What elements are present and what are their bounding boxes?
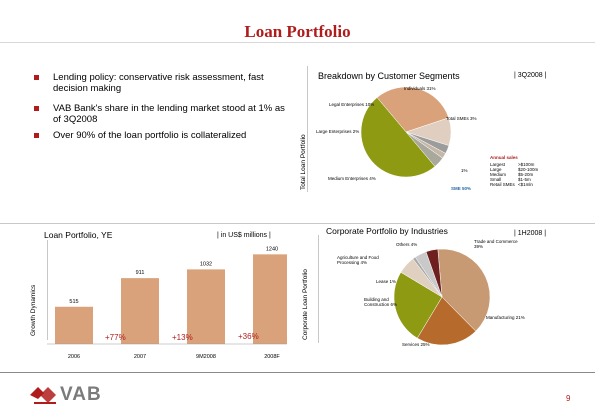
segment-label-large: Large Enterprises 2%: [316, 129, 360, 134]
yoy-label: YoY: [97, 334, 105, 339]
bullet-square-icon: [34, 106, 39, 111]
annual-sales-row: Largest >$100m: [490, 162, 535, 167]
industry-label-others: Others 4%: [396, 242, 418, 247]
bar-category-label: 9M2008: [196, 354, 216, 360]
annual-sales-legend: Largest >$100m Large $20-100m Medium $5-20m…: [490, 162, 538, 187]
loan-portfolio-title: Loan Portfolio, YE: [44, 230, 113, 240]
vab-logo-icon: [30, 387, 56, 404]
industry-label-manufacturing: Manufacturing 21%: [486, 315, 525, 320]
annual-sales-row: Large $20-100m: [490, 167, 539, 172]
bar-value-label: 1240: [266, 246, 278, 252]
bar-category-label: 2006: [68, 354, 80, 360]
page-title: Loan Portfolio: [244, 22, 351, 41]
segment-label-total-smes: Total SMEs 3%: [446, 116, 477, 121]
bullet-square-icon: [34, 75, 39, 80]
bar-9m2008: [187, 269, 225, 344]
annual-sales-row: Small $1-5m: [490, 177, 531, 182]
segment-label-legal: Legal Enterprises 10%: [329, 102, 375, 107]
industry-label-trade: Trade and Commerce 39%: [474, 239, 518, 249]
bar-category-label: 2007: [134, 354, 146, 360]
industries-axis-line: [318, 235, 319, 343]
bullet-2: VAB Bank's share in the lending market s…: [34, 103, 289, 125]
pie-slice-sme: [360, 97, 436, 178]
bar-2006: [55, 306, 93, 344]
growth-axis-label: Growth Dynamics: [30, 284, 37, 336]
segment-small-label: 1%: [461, 168, 468, 173]
bullet-text: Lending policy: conservative risk assess…: [53, 72, 264, 94]
bullet-square-icon: [34, 133, 39, 138]
loan-portfolio-unit: | in US$ millions |: [217, 232, 271, 239]
pie-slice-services: [393, 271, 443, 339]
industry-label-building: Building and Construction 6%: [364, 297, 398, 307]
bar-category-label: 2008F: [264, 354, 280, 360]
bullet-1: Lending policy: conservative risk assess…: [34, 72, 289, 94]
annual-sales-title: Annual sales: [490, 155, 518, 160]
footer-divider: [0, 372, 595, 373]
section-divider: [0, 223, 595, 224]
pie-slice-others: [425, 248, 443, 298]
annual-sales-row: Retail SMEs <$1mln: [490, 182, 533, 187]
industries-pie: [393, 248, 491, 346]
annual-sales-row: Medium $5-20m: [490, 172, 534, 177]
segment-label-individuals: Individuals 31%: [404, 86, 436, 91]
bar-2008f: [253, 254, 287, 344]
bullet-text: Over 90% of the loan portfolio is collat…: [53, 130, 247, 141]
bullet-3: Over 90% of the loan portfolio is collat…: [34, 130, 289, 141]
segments-axis-label: Total Loan Portfolio: [300, 134, 307, 190]
page-number: 9: [566, 394, 571, 403]
industries-title: Corporate Portfolio by Industries: [326, 226, 448, 236]
bar-value-label: 515: [69, 299, 78, 305]
segments-title: Breakdown by Customer Segments: [318, 71, 460, 81]
industries-period: | 1H2008 |: [514, 230, 547, 237]
pie-slice-individuals: [376, 86, 450, 133]
bar-value-label: 911: [136, 270, 145, 276]
segment-label-sme: SME 50%: [451, 186, 472, 191]
growth-label-2008f: +36%: [238, 332, 259, 341]
growth-label-2007: +77%: [105, 333, 126, 342]
bar-value-label: 1032: [200, 261, 212, 267]
loan-bar-chart: 515 2006 911 2007 1032 9M2008 1240 2008F: [47, 246, 287, 360]
industry-label-services: Services 25%: [402, 342, 430, 347]
pie-slice-trade-and-commerce: [437, 248, 491, 332]
growth-label-9m2008: +13%: [172, 333, 193, 342]
pie-slice-manufacturing: [416, 296, 477, 346]
segments-axis-line: [307, 66, 308, 192]
bar-2007: [121, 278, 159, 344]
segments-period: | 3Q2008 |: [514, 72, 547, 79]
title-divider: [0, 42, 595, 43]
segments-pie: [360, 86, 452, 178]
vab-logo-text: VAB: [60, 384, 102, 405]
industry-label-lease: Lease 1%: [376, 279, 397, 284]
bullet-text: VAB Bank's share in the lending market s…: [53, 103, 285, 125]
segment-label-medium: Medium Enterprises 4%: [328, 176, 376, 181]
growth-axis-line: [47, 240, 48, 340]
industries-axis-label: Corporate Loan Portfolio: [302, 269, 309, 340]
segments-pie-chart: [360, 86, 452, 178]
industry-label-agriculture: Agriculture and Food Processing 4%: [337, 255, 379, 265]
loan-bars: 515 2006 911 2007 1032 9M2008 1240 2008F: [47, 246, 287, 360]
yoy-label: YoY: [230, 334, 238, 339]
industries-pie-chart: [393, 248, 491, 346]
